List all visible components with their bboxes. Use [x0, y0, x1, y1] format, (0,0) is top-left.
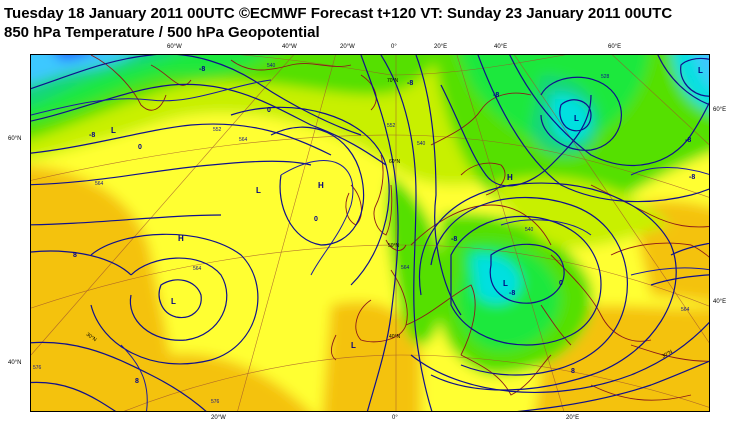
- low-center: L: [256, 186, 261, 195]
- temp-label: 8: [73, 252, 77, 259]
- high-center: H: [507, 173, 513, 182]
- contour-label: 564: [95, 181, 104, 187]
- top-tick-60w: 60°W: [167, 44, 182, 50]
- contour-label: 576: [33, 365, 42, 371]
- inner-label-50n: 50°N: [388, 243, 400, 249]
- low-center: L: [111, 126, 116, 135]
- contour-label: 552: [213, 127, 222, 133]
- graticule: [31, 55, 709, 411]
- forecast-subtitle: 850 hPa Temperature / 500 hPa Geopotenti…: [4, 24, 320, 41]
- geopotential-contours: [31, 55, 709, 411]
- bottom-tick-0: 0°: [392, 415, 398, 421]
- low-center: L: [351, 341, 356, 350]
- bottom-tick-20e: 20°E: [566, 415, 580, 421]
- top-tick-20e: 20°E: [434, 44, 448, 50]
- temp-label: 0: [559, 280, 563, 287]
- inner-label-30n-right: 30°N: [661, 349, 674, 360]
- forecast-title: Tuesday 18 January 2011 00UTC ©ECMWF For…: [4, 5, 673, 22]
- contour-label: 540: [417, 141, 426, 147]
- top-tick-20w: 20°W: [340, 44, 355, 50]
- temp-label: 0: [138, 144, 142, 151]
- temp-label: 0: [267, 107, 271, 114]
- contour-label: 564: [193, 266, 202, 272]
- low-center: L: [503, 279, 508, 288]
- temp-label: 0: [314, 216, 318, 223]
- inner-label-40n: 40°N: [389, 334, 401, 340]
- temp-label: 8: [571, 368, 575, 375]
- left-tick-60n: 60°N: [8, 136, 22, 142]
- temp-label: -8: [407, 80, 413, 87]
- contour-label: 564: [401, 265, 410, 271]
- high-center: H: [178, 234, 184, 243]
- top-tick-0: 0°: [391, 44, 397, 50]
- low-center: L: [171, 297, 176, 306]
- temperature-value-labels: 0 0 0 -8 -8 -8 -8 -8 8 8 0 -8 -8 8 -8: [73, 66, 695, 385]
- contour-value-labels: 540 552 564 576 564 564 552 540 528 576 …: [33, 63, 690, 405]
- low-center: L: [574, 114, 579, 123]
- inner-label-70n: 70°N: [387, 78, 399, 84]
- temp-label: 8: [135, 378, 139, 385]
- temp-label: -8: [509, 290, 515, 297]
- contour-label: 540: [525, 227, 534, 233]
- temp-label: -8: [493, 92, 499, 99]
- low-center: L: [698, 66, 703, 75]
- inner-label-60n: 60°N: [389, 159, 401, 165]
- coastlines: [90, 55, 709, 401]
- temperature-contours: [31, 79, 709, 411]
- temp-label: -8: [685, 137, 691, 144]
- inner-label-30n-left: 30°N: [85, 332, 98, 344]
- temp-label: -8: [199, 66, 205, 73]
- weather-map: 70°N 60°N 50°N 40°N 30°N 30°N L L H L H …: [30, 54, 710, 412]
- contour-label: 540: [267, 63, 276, 69]
- right-tick-40e: 40°E: [713, 299, 727, 305]
- contour-label: 552: [387, 123, 396, 129]
- contour-label: 528: [601, 74, 610, 80]
- right-tick-60e: 60°E: [713, 107, 727, 113]
- left-tick-40n: 40°N: [8, 360, 22, 366]
- contour-label: 564: [239, 137, 248, 143]
- contour-label: 564: [681, 307, 690, 313]
- top-tick-60e: 60°E: [608, 44, 622, 50]
- temp-label: -8: [689, 174, 695, 181]
- temp-label: -8: [89, 132, 95, 139]
- top-tick-40w: 40°W: [282, 44, 297, 50]
- high-center: H: [318, 181, 324, 190]
- temp-label: -8: [451, 236, 457, 243]
- contour-label: 576: [211, 399, 220, 405]
- top-tick-40e: 40°E: [494, 44, 508, 50]
- bottom-tick-20w: 20°W: [211, 415, 226, 421]
